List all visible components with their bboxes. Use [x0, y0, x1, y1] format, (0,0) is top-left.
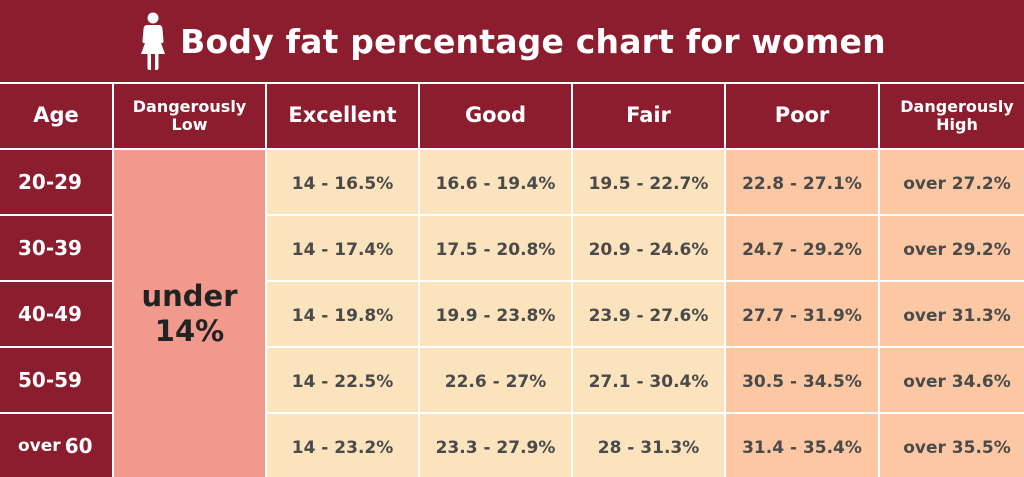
- column-header-good: Good: [420, 84, 571, 148]
- column-header-line: Good: [464, 103, 527, 128]
- age-label: 60: [64, 433, 93, 458]
- column-header-age: Age: [0, 84, 112, 148]
- value-cell-excellent: 14 - 22.5%: [267, 348, 418, 412]
- value-cell-fair: 28 - 31.3%: [573, 414, 724, 477]
- dangerously-low-line: under: [141, 278, 238, 313]
- value-cell-dangerously-high: over 35.5%: [880, 414, 1024, 477]
- value-cell-fair: 19.5 - 22.7%: [573, 150, 724, 214]
- woman-icon: [141, 12, 166, 70]
- value-cell-good: 23.3 - 27.9%: [420, 414, 571, 477]
- age-cell-50-59: 50-59: [0, 348, 112, 412]
- value-cell-excellent: 14 - 17.4%: [267, 216, 418, 280]
- age-cell-30-39: 30-39: [0, 216, 112, 280]
- column-header-poor: Poor: [726, 84, 878, 148]
- value-cell-good: 17.5 - 20.8%: [420, 216, 571, 280]
- age-cell-20-29: 20-29: [0, 150, 112, 214]
- value-cell-fair: 20.9 - 24.6%: [573, 216, 724, 280]
- column-header-line: Age: [33, 103, 79, 128]
- column-header-line: Low: [171, 115, 208, 134]
- column-header-line: Poor: [774, 103, 830, 128]
- age-label: 50-59: [18, 368, 82, 392]
- value-cell-dangerously-high: over 34.6%: [880, 348, 1024, 412]
- value-cell-excellent: 14 - 19.8%: [267, 282, 418, 346]
- column-header-fair: Fair: [573, 84, 724, 148]
- value-cell-fair: 27.1 - 30.4%: [573, 348, 724, 412]
- age-label: 30-39: [18, 236, 82, 260]
- body-fat-table: Age Dangerously Low Excellent Good Fair Poor Da…: [0, 84, 1024, 477]
- chart-title: Body fat percentage chart for women: [180, 21, 886, 61]
- column-header-line: High: [936, 115, 978, 134]
- value-cell-excellent: 14 - 23.2%: [267, 414, 418, 477]
- title-bar: Body fat percentage chart for women: [0, 0, 1024, 82]
- age-prefix: over: [18, 435, 61, 456]
- column-header-excellent: Excellent: [267, 84, 418, 148]
- age-cell-40-49: 40-49: [0, 282, 112, 346]
- value-cell-good: 16.6 - 19.4%: [420, 150, 571, 214]
- dangerously-low-value: under 14%: [114, 150, 265, 477]
- age-label: 40-49: [18, 302, 82, 326]
- value-cell-poor: 31.4 - 35.4%: [726, 414, 878, 477]
- value-cell-dangerously-high: over 27.2%: [880, 150, 1024, 214]
- age-cell-over-60: over 60: [0, 414, 112, 477]
- value-cell-poor: 24.7 - 29.2%: [726, 216, 878, 280]
- column-header-line: Dangerously: [900, 97, 1014, 117]
- value-cell-fair: 23.9 - 27.6%: [573, 282, 724, 346]
- column-header-line: Dangerously: [132, 97, 247, 117]
- value-cell-poor: 22.8 - 27.1%: [726, 150, 878, 214]
- value-cell-good: 22.6 - 27%: [420, 348, 571, 412]
- value-cell-good: 19.9 - 23.8%: [420, 282, 571, 346]
- value-cell-poor: 27.7 - 31.9%: [726, 282, 878, 346]
- column-header-dangerously-high: Dangerously High: [880, 84, 1024, 148]
- value-cell-dangerously-high: over 31.3%: [880, 282, 1024, 346]
- column-header-line: Excellent: [288, 103, 397, 128]
- value-cell-poor: 30.5 - 34.5%: [726, 348, 878, 412]
- column-header-dangerously-low: Dangerously Low: [114, 84, 265, 148]
- dangerously-low-line: 14%: [154, 313, 225, 348]
- column-header-line: Fair: [626, 103, 671, 128]
- age-label: 20-29: [18, 170, 82, 194]
- value-cell-excellent: 14 - 16.5%: [267, 150, 418, 214]
- value-cell-dangerously-high: over 29.2%: [880, 216, 1024, 280]
